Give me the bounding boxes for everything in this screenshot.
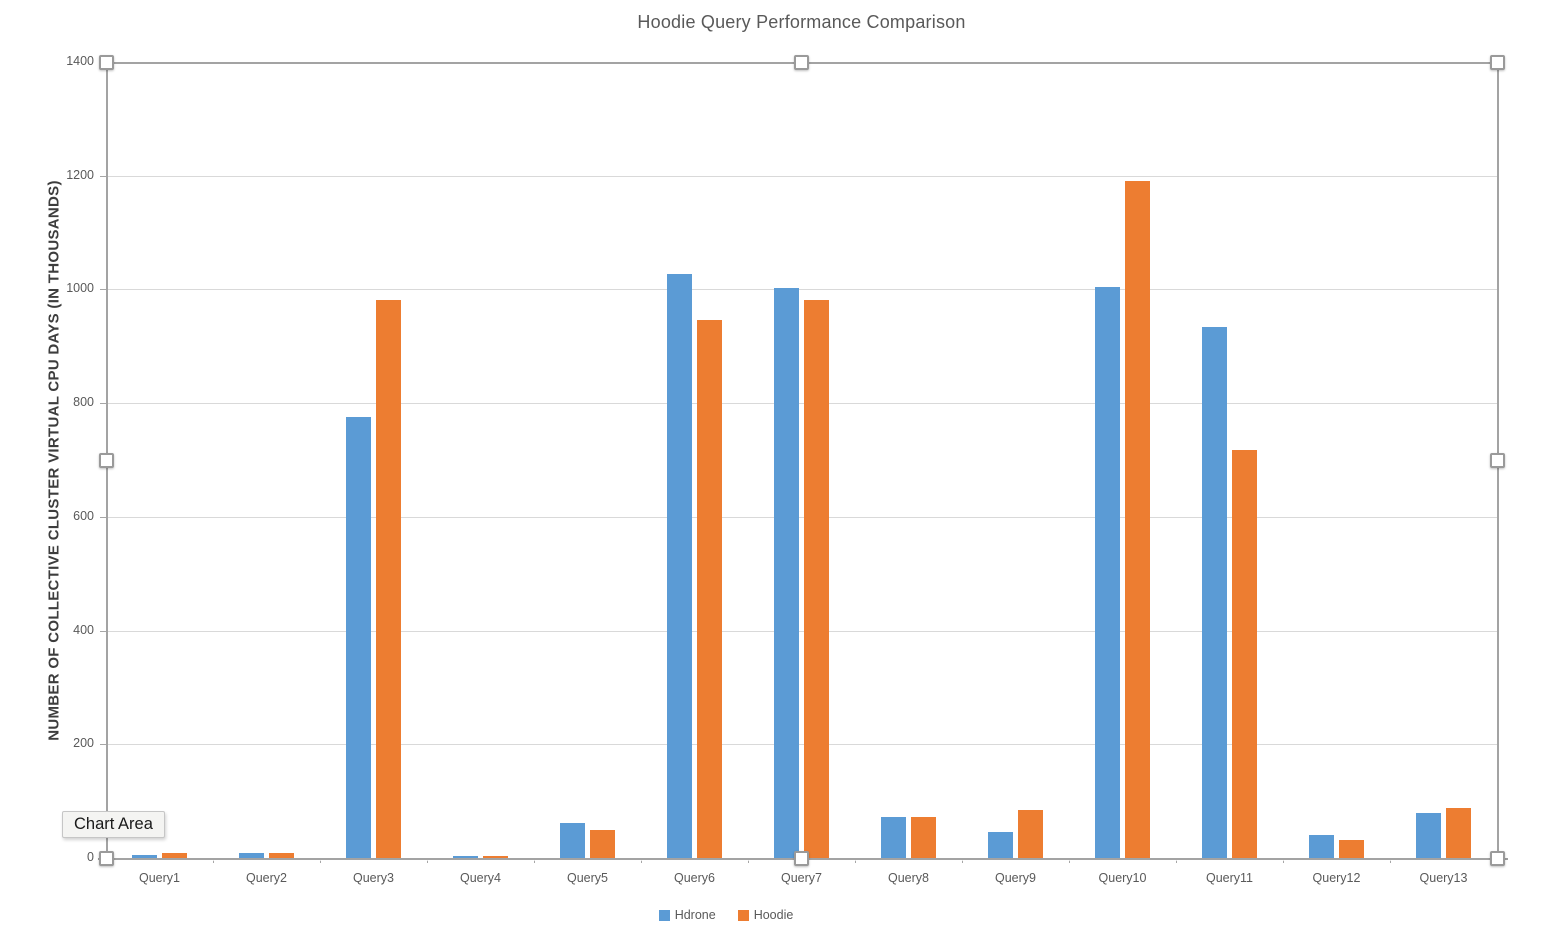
bar-hdrone-query7[interactable]: [774, 287, 799, 858]
y-tick-label: 200: [73, 736, 94, 751]
plot-area[interactable]: [106, 62, 1497, 858]
chart-area-tooltip-label: Chart Area: [74, 815, 153, 833]
bar-hoodie-query3[interactable]: [376, 299, 401, 858]
resize-handle-bottom-center[interactable]: [794, 850, 809, 866]
bar-hoodie-query10[interactable]: [1125, 181, 1150, 858]
x-category-label: Query6: [674, 871, 715, 885]
resize-handle-top-left[interactable]: [98, 54, 114, 70]
bar-hoodie-query11[interactable]: [1232, 449, 1257, 858]
y-tick-mark: [100, 516, 106, 518]
x-tick-mark: [213, 858, 214, 863]
x-category-label: Query5: [567, 871, 608, 885]
resize-handle-mid-left[interactable]: [98, 452, 114, 468]
legend[interactable]: Hdrone Hoodie: [106, 908, 1346, 922]
x-category-label: Query2: [246, 871, 287, 885]
y-tick-mark: [100, 744, 106, 746]
legend-swatch-hdrone: [658, 909, 670, 921]
x-category-label: Query3: [353, 871, 394, 885]
y-tick-label: 800: [73, 395, 94, 410]
bar-hdrone-query1[interactable]: [132, 855, 157, 858]
gridline: [106, 630, 1497, 632]
x-tick-mark: [1390, 858, 1391, 863]
x-tick-mark: [427, 858, 428, 863]
bar-hdrone-query3[interactable]: [346, 417, 371, 858]
bar-hdrone-query8[interactable]: [881, 817, 906, 858]
y-tick-label: 600: [73, 508, 94, 523]
resize-handle-top-center[interactable]: [794, 54, 809, 70]
gridline: [106, 516, 1497, 518]
gridline: [106, 289, 1497, 291]
x-tick-mark: [641, 858, 642, 863]
x-category-label: Query12: [1312, 871, 1361, 885]
x-tick-mark: [748, 858, 749, 863]
y-tick-mark: [100, 630, 106, 632]
y-axis-title[interactable]: NUMBER OF COLLECTIVE CLUSTER VIRTUAL CPU…: [45, 180, 63, 741]
chart-area-tooltip: Chart Area: [62, 811, 165, 838]
legend-item-hdrone[interactable]: Hdrone: [658, 908, 716, 922]
legend-label: Hoodie: [753, 908, 794, 922]
bar-hoodie-query6[interactable]: [697, 319, 722, 858]
legend-swatch-hoodie: [737, 909, 749, 921]
y-tick-label: 1000: [66, 281, 94, 296]
bar-hdrone-query6[interactable]: [667, 273, 692, 858]
bar-hoodie-query7[interactable]: [804, 299, 829, 858]
x-tick-mark: [1283, 858, 1284, 863]
bar-hoodie-query5[interactable]: [590, 830, 615, 858]
legend-item-hoodie[interactable]: Hoodie: [737, 908, 794, 922]
bar-hdrone-query13[interactable]: [1416, 813, 1441, 858]
chart-title[interactable]: Hoodie Query Performance Comparison: [637, 12, 966, 32]
x-tick-mark: [962, 858, 963, 863]
x-tick-mark: [534, 858, 535, 863]
x-category-label: Query1: [139, 871, 180, 885]
x-tick-mark: [320, 858, 321, 863]
x-tick-mark: [1069, 858, 1070, 863]
bar-hoodie-query13[interactable]: [1446, 807, 1471, 858]
resize-handle-bottom-right[interactable]: [1489, 850, 1505, 866]
bar-hdrone-query5[interactable]: [560, 822, 585, 858]
bar-hoodie-query2[interactable]: [269, 852, 294, 858]
x-category-label: Query11: [1205, 871, 1253, 885]
bar-hoodie-query12[interactable]: [1339, 839, 1364, 858]
x-category-label: Query8: [888, 871, 929, 885]
y-tick-label: 400: [73, 622, 94, 637]
bar-hdrone-query10[interactable]: [1095, 286, 1120, 858]
resize-handle-bottom-left[interactable]: [98, 850, 114, 866]
bar-hdrone-query9[interactable]: [988, 831, 1013, 858]
x-category-label: Query10: [1098, 871, 1147, 885]
y-tick-mark: [100, 175, 106, 177]
bar-hdrone-query12[interactable]: [1309, 835, 1334, 858]
x-category-label: Query7: [781, 871, 822, 885]
y-tick-label: 0: [87, 850, 94, 864]
x-category-label: Query13: [1419, 871, 1468, 885]
bar-hdrone-query2[interactable]: [239, 852, 264, 858]
bar-hdrone-query11[interactable]: [1202, 326, 1227, 858]
bar-hoodie-query1[interactable]: [162, 852, 187, 858]
x-tick-mark: [855, 858, 856, 863]
gridline: [106, 175, 1497, 177]
resize-handle-top-right[interactable]: [1489, 54, 1505, 70]
gridline: [106, 744, 1497, 746]
y-tick-mark: [100, 289, 106, 291]
bar-hdrone-query4[interactable]: [453, 855, 478, 858]
x-tick-mark: [1176, 858, 1177, 863]
y-tick-label: 1200: [66, 167, 94, 182]
bar-hoodie-query8[interactable]: [911, 817, 936, 858]
gridline: [106, 403, 1497, 405]
bar-hoodie-query9[interactable]: [1018, 810, 1043, 858]
y-tick-mark: [100, 403, 106, 405]
x-category-label: Query9: [995, 871, 1036, 885]
bar-hoodie-query4[interactable]: [483, 855, 508, 858]
y-tick-label: 1400: [66, 54, 94, 68]
resize-handle-mid-right[interactable]: [1489, 452, 1505, 468]
x-category-label: Query4: [460, 871, 501, 885]
legend-label: Hdrone: [674, 908, 716, 922]
